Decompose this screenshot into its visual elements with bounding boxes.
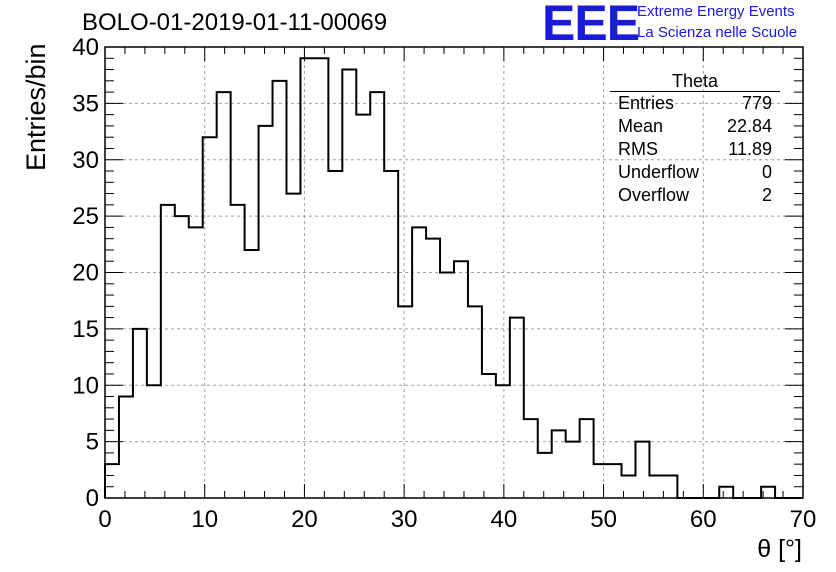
plot-frame: [104, 46, 804, 499]
stats-row-underflow: Underflow 0: [610, 161, 780, 184]
stats-value: 0: [761, 162, 772, 182]
histogram-bin: [133, 329, 147, 498]
stats-row-mean: Mean 22.84: [610, 115, 780, 138]
histogram-outline: [104, 57, 803, 499]
x-tick-label: 20: [291, 506, 318, 533]
histogram-bin: [231, 205, 245, 498]
x-tick-label: 60: [690, 506, 717, 533]
histogram-bin: [398, 306, 412, 498]
histogram-bin: [608, 464, 622, 498]
histogram-bin: [189, 227, 203, 498]
histogram-bin: [482, 374, 496, 498]
y-tick-label: 35: [72, 90, 99, 117]
histogram-bin: [286, 194, 300, 498]
y-tick-label: 5: [86, 429, 99, 456]
histogram-bin: [538, 453, 552, 498]
y-tick-label: 0: [86, 485, 99, 512]
histogram-bin: [454, 261, 468, 498]
stats-label: Mean: [618, 116, 664, 136]
stats-row-rms: RMS 11.89: [610, 138, 780, 161]
histogram-bin: [119, 397, 133, 498]
x-tick-label: 70: [790, 506, 817, 533]
histogram-bin: [300, 58, 314, 498]
x-tick-label: 0: [98, 506, 111, 533]
histogram-bin: [412, 227, 426, 498]
y-tick-label: 25: [72, 203, 99, 230]
x-tick-label: 50: [590, 506, 617, 533]
histogram-bin: [552, 430, 566, 498]
stats-value: 11.89: [728, 139, 772, 159]
histogram-bin: [719, 487, 733, 498]
histogram-bin: [342, 70, 356, 498]
histogram-bin: [245, 250, 259, 498]
histogram-bin: [510, 318, 524, 498]
stats-value: 779: [741, 93, 772, 113]
histogram-bin: [314, 58, 328, 498]
stats-label: RMS: [618, 139, 658, 159]
histogram-bin: [635, 442, 649, 498]
histogram-bin: [524, 419, 538, 498]
stats-box: Theta Entries 779 Mean 22.84 RMS 11.89 U…: [610, 71, 780, 207]
x-axis-label: θ [°]: [757, 535, 802, 563]
x-tick-label: 30: [391, 506, 418, 533]
histogram-bin: [580, 419, 594, 498]
histogram-bin: [649, 475, 663, 498]
logo-line-1: Extreme Energy Events: [637, 3, 795, 20]
histogram-bin: [273, 81, 287, 498]
x-tick-label: 10: [191, 506, 218, 533]
histogram-bin: [566, 442, 580, 498]
histogram-bin: [594, 464, 608, 498]
stats-title: Theta: [610, 71, 780, 92]
histogram-bin: [468, 306, 482, 498]
y-tick-label: 40: [72, 34, 99, 61]
stats-row-entries: Entries 779: [610, 92, 780, 115]
histogram-bin: [663, 475, 677, 498]
x-tick-label: 40: [491, 506, 518, 533]
y-tick-label: 15: [72, 316, 99, 343]
y-axis-label: Entries/bin: [21, 43, 51, 171]
stats-value: 22.84: [726, 116, 772, 136]
logo-line-2: La Scienza nelle Scuole: [637, 24, 798, 41]
stats-label: Underflow: [618, 162, 700, 182]
histogram-bin: [328, 171, 342, 498]
stats-row-overflow: Overflow 2: [610, 184, 780, 207]
histogram-bin: [259, 126, 273, 498]
stats-label: Entries: [618, 93, 675, 113]
histogram-bin: [175, 216, 189, 498]
histogram-bin: [370, 92, 384, 498]
eee-logo: EEE: [542, 0, 640, 51]
y-tick-label: 10: [72, 372, 99, 399]
chart-title: BOLO-01-2019-01-11-00069: [82, 9, 388, 36]
stats-label: Overflow: [618, 185, 690, 205]
histogram-bin: [217, 92, 231, 498]
histogram-bin: [105, 464, 119, 498]
histogram-bin: [161, 205, 175, 498]
y-tick-label: 30: [72, 147, 99, 174]
histogram-bin: [426, 239, 440, 498]
histogram-bin: [384, 171, 398, 498]
y-tick-label: 20: [72, 260, 99, 287]
histogram-bin: [356, 115, 370, 498]
stats-value: 2: [761, 185, 772, 205]
